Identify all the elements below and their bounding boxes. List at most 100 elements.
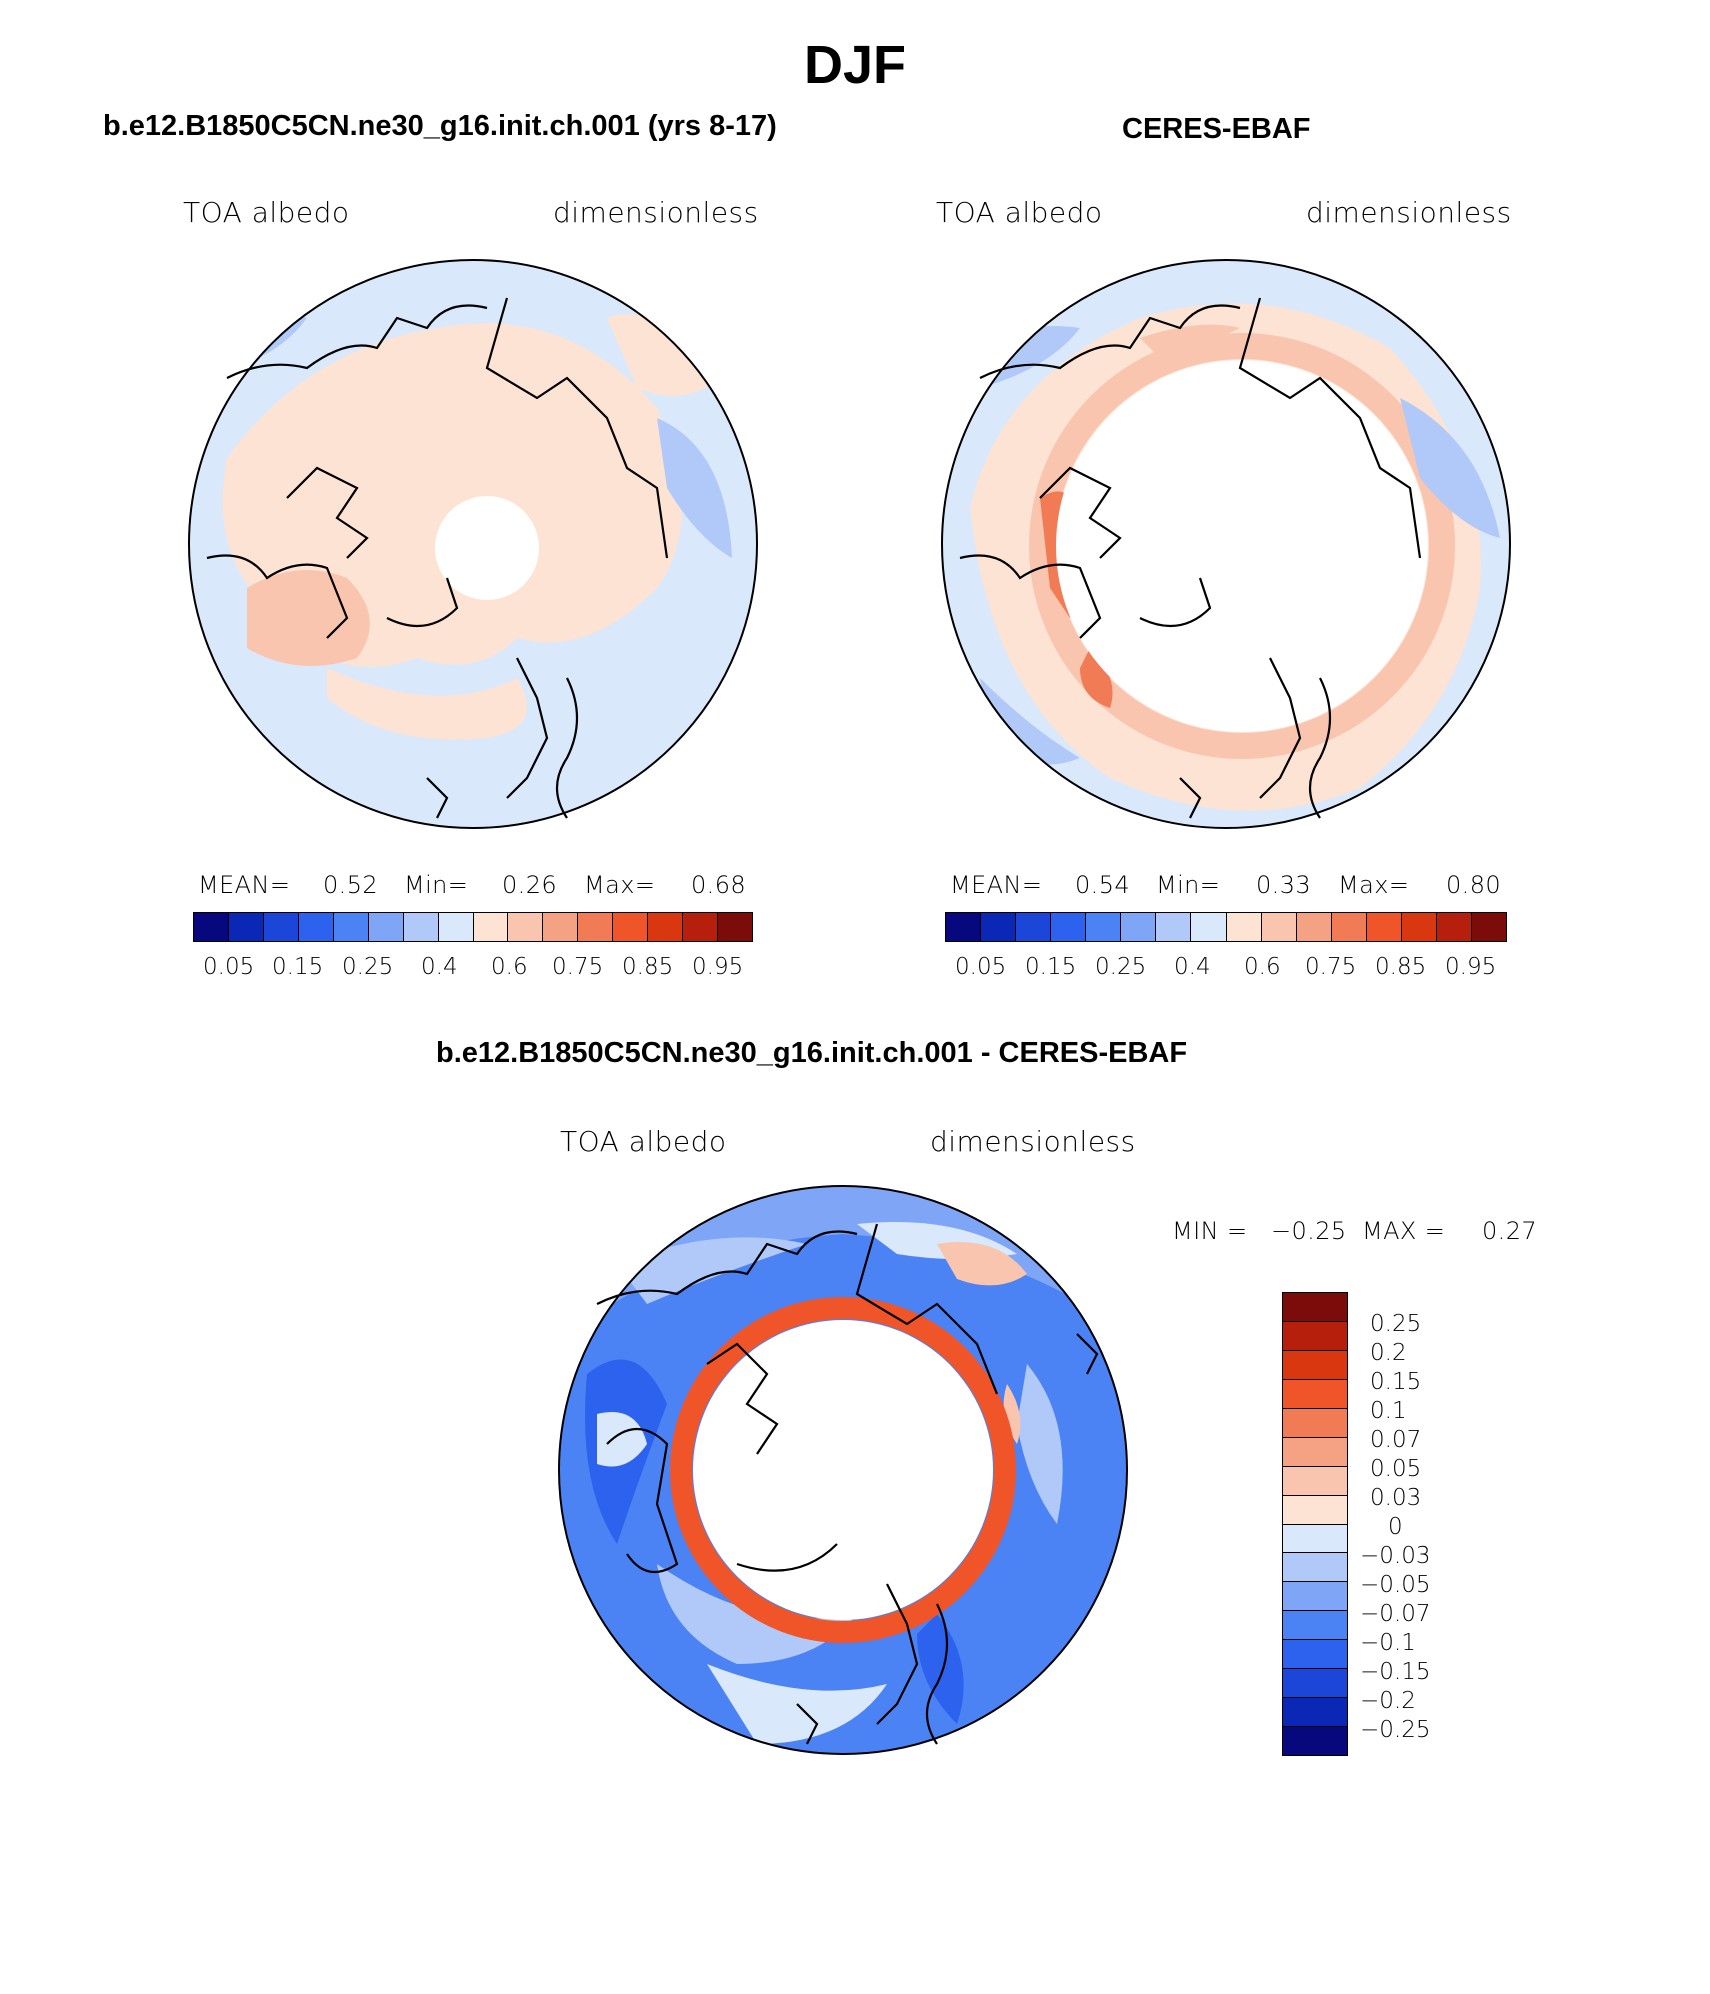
figure-title: DJF xyxy=(803,35,906,95)
panel-1-units: dimensionless xyxy=(553,196,759,229)
colorbar-swatch xyxy=(1296,913,1332,941)
colorbar-swatch xyxy=(333,913,369,941)
panel-2-colorbar-tick: 0.05 xyxy=(955,954,1007,980)
colorbar-swatch xyxy=(1283,1727,1347,1755)
panel-2-min-label: Min= xyxy=(1156,871,1221,899)
panel-3-colorbar-tick: −0.05 xyxy=(1360,1572,1431,1598)
colorbar-swatch xyxy=(194,913,229,941)
colorbar-swatch xyxy=(1401,913,1437,941)
panel-1-mean-label: MEAN= xyxy=(198,871,291,899)
panel-1-colorbar-tick: 0.6 xyxy=(491,954,528,980)
colorbar-swatch xyxy=(1261,913,1297,941)
colorbar-swatch xyxy=(1283,1293,1347,1322)
panel-2-colorbar-tick: 0.25 xyxy=(1095,954,1147,980)
colorbar-swatch xyxy=(1331,913,1367,941)
panel-2-max-value: 0.80 xyxy=(1446,871,1502,899)
panel-1-max-value: 0.68 xyxy=(691,871,747,899)
panel-3-colorbar-tick: −0.1 xyxy=(1360,1630,1416,1656)
panel-3-colorbar-tick: 0.25 xyxy=(1370,1311,1422,1337)
colorbar-swatch xyxy=(981,913,1017,941)
panel-2-max-label: Max= xyxy=(1338,871,1410,899)
colorbar-swatch xyxy=(1283,1437,1347,1467)
panel-3-colorbar-tick: −0.2 xyxy=(1360,1688,1416,1714)
panel-2-colorbar-tick: 0.15 xyxy=(1025,954,1077,980)
panel-2-colorbar xyxy=(945,912,1507,942)
panel-1-mean-value: 0.52 xyxy=(323,871,379,899)
colorbar-swatch xyxy=(508,913,544,941)
panel-2-colorbar-tick: 0.75 xyxy=(1305,954,1357,980)
colorbar-swatch xyxy=(613,913,649,941)
colorbar-swatch xyxy=(1016,913,1052,941)
panel-3-colorbar-tick: 0.03 xyxy=(1370,1485,1422,1511)
panel-3-colorbar xyxy=(1282,1292,1348,1756)
colorbar-swatch xyxy=(1436,913,1472,941)
panel-3-max-label: MAX = xyxy=(1362,1217,1446,1245)
colorbar-swatch xyxy=(1283,1669,1347,1699)
colorbar-swatch xyxy=(648,913,684,941)
panel-1-colorbar-tick: 0.85 xyxy=(622,954,674,980)
panel-3-colorbar-tick: 0.2 xyxy=(1370,1340,1407,1366)
colorbar-swatch xyxy=(578,913,614,941)
panel-1-colorbar-tick: 0.15 xyxy=(272,954,324,980)
panel-1-colorbar-tick: 0.05 xyxy=(203,954,255,980)
panel-1-colorbar-tick: 0.75 xyxy=(552,954,604,980)
panel-2-units: dimensionless xyxy=(1306,196,1512,229)
colorbar-swatch xyxy=(1051,913,1087,941)
panel-1-variable: TOA albedo xyxy=(183,196,350,229)
panel-3-colorbar-tick: 0.05 xyxy=(1370,1456,1422,1482)
colorbar-swatch xyxy=(1283,1582,1347,1612)
panel-3-polar-map xyxy=(558,1185,1128,1755)
colorbar-swatch xyxy=(1156,913,1192,941)
panel-2-colorbar-tick: 0.85 xyxy=(1375,954,1427,980)
colorbar-swatch xyxy=(403,913,439,941)
colorbar-swatch xyxy=(543,913,579,941)
panel-2-mean-value: 0.54 xyxy=(1075,871,1131,899)
panel-2-polar-map xyxy=(941,259,1511,829)
colorbar-swatch xyxy=(1283,1321,1347,1351)
panel-3-variable: TOA albedo xyxy=(560,1125,727,1158)
colorbar-swatch xyxy=(1283,1611,1347,1641)
colorbar-swatch xyxy=(438,913,474,941)
panel-3-colorbar-tick: −0.07 xyxy=(1360,1601,1431,1627)
panel-2-mean-label: MEAN= xyxy=(950,871,1043,899)
panel-1-min-label: Min= xyxy=(404,871,469,899)
panel-2-title: CERES-EBAF xyxy=(1122,113,1311,145)
panel-1-colorbar-tick: 0.25 xyxy=(342,954,394,980)
colorbar-swatch xyxy=(1086,913,1122,941)
colorbar-swatch xyxy=(1191,913,1227,941)
panel-3-min-label: MIN = xyxy=(1172,1217,1248,1245)
colorbar-swatch xyxy=(1283,1379,1347,1409)
colorbar-swatch xyxy=(1121,913,1157,941)
colorbar-swatch xyxy=(1283,1698,1347,1728)
colorbar-swatch xyxy=(1283,1524,1347,1554)
panel-3-units: dimensionless xyxy=(930,1125,1136,1158)
panel-3-colorbar-tick: 0.1 xyxy=(1370,1398,1407,1424)
panel-3-title: b.e12.B1850C5CN.ne30_g16.init.ch.001 - C… xyxy=(436,1037,1188,1069)
colorbar-swatch xyxy=(946,913,982,941)
panel-1-colorbar-tick: 0.4 xyxy=(421,954,458,980)
panel-3-min-value: −0.25 xyxy=(1271,1217,1347,1245)
panel-3-colorbar-tick: 0 xyxy=(1388,1514,1403,1540)
panel-1-title: b.e12.B1850C5CN.ne30_g16.init.ch.001 (yr… xyxy=(103,110,777,142)
colorbar-swatch xyxy=(1283,1640,1347,1670)
panel-3-colorbar-tick: 0.07 xyxy=(1370,1427,1422,1453)
colorbar-swatch xyxy=(1283,1466,1347,1496)
panel-2-colorbar-tick: 0.6 xyxy=(1244,954,1281,980)
panel-2-colorbar-tick: 0.95 xyxy=(1445,954,1497,980)
panel-2-colorbar-tick: 0.4 xyxy=(1174,954,1211,980)
colorbar-swatch xyxy=(1283,1553,1347,1583)
panel-3-max-value: 0.27 xyxy=(1482,1217,1538,1245)
colorbar-swatch xyxy=(298,913,334,941)
panel-2-min-value: 0.33 xyxy=(1256,871,1312,899)
colorbar-swatch xyxy=(263,913,299,941)
colorbar-swatch xyxy=(473,913,509,941)
colorbar-swatch xyxy=(1471,913,1506,941)
colorbar-swatch xyxy=(1366,913,1402,941)
panel-1-min-value: 0.26 xyxy=(502,871,558,899)
colorbar-swatch xyxy=(1283,1350,1347,1380)
panel-1-polar-map xyxy=(188,259,758,829)
colorbar-swatch xyxy=(1283,1408,1347,1438)
panel-1-colorbar-tick: 0.95 xyxy=(692,954,744,980)
panel-2-variable: TOA albedo xyxy=(936,196,1103,229)
colorbar-swatch xyxy=(1226,913,1262,941)
